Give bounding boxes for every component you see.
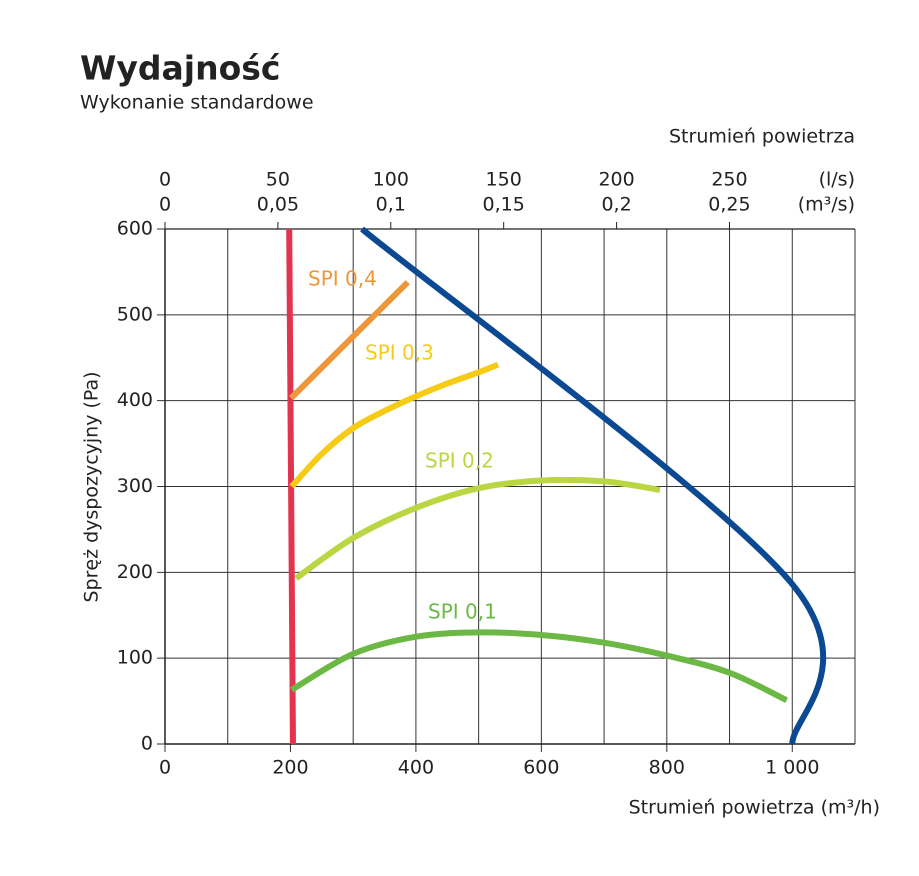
x3-unit: (m³/s) <box>798 194 855 216</box>
x3-tick-label: 0,15 <box>483 194 525 216</box>
series-line <box>288 280 410 401</box>
x-tick-label: 0 <box>159 757 171 779</box>
series-label: SPI 0,3 <box>365 341 434 365</box>
x-tick-label: 1 000 <box>765 757 819 779</box>
x2-axis-label: Strumień powietrza <box>669 126 855 148</box>
series-label: SPI 0,2 <box>425 449 494 473</box>
x2-tick-label: 50 <box>266 169 290 191</box>
x3-tick-label: 0 <box>159 194 171 216</box>
y-tick-label: 200 <box>117 561 153 583</box>
x-tick-label: 600 <box>523 757 559 779</box>
x2-tick-label: 250 <box>711 169 747 191</box>
y-tick-label: 600 <box>117 218 153 240</box>
x3-tick-label: 0,25 <box>708 194 750 216</box>
series-line <box>294 476 661 581</box>
y-axis-label: Spręż dyspozycyjny (Pa) <box>81 371 103 602</box>
series-label: SPI 0,4 <box>308 267 377 291</box>
series-line <box>289 361 500 489</box>
x-axis-label: Strumień powietrza (m³/h) <box>629 797 880 819</box>
x3-tick-label: 0,2 <box>601 194 631 216</box>
x-tick-label: 400 <box>398 757 434 779</box>
y-tick-label: 100 <box>117 647 153 669</box>
series-line <box>360 226 827 745</box>
x2-tick-label: 150 <box>486 169 522 191</box>
x3-tick-label: 0,1 <box>376 194 406 216</box>
x-tick-label: 800 <box>649 757 685 779</box>
series-label: SPI 0,1 <box>428 600 497 624</box>
x-tick-label: 200 <box>272 757 308 779</box>
x2-tick-label: 0 <box>159 169 171 191</box>
series-line <box>290 629 788 703</box>
y-tick-label: 400 <box>117 389 153 411</box>
x2-tick-label: 200 <box>598 169 634 191</box>
x3-tick-label: 0,05 <box>257 194 299 216</box>
y-tick-label: 300 <box>117 475 153 497</box>
series-line <box>286 228 296 745</box>
x2-tick-label: 100 <box>373 169 409 191</box>
y-tick-label: 500 <box>117 303 153 325</box>
chart-title: Wydajność <box>80 49 280 88</box>
x2-unit: (l/s) <box>819 169 855 191</box>
chart-subtitle: Wykonanie standardowe <box>80 92 314 114</box>
y-tick-label: 0 <box>141 733 153 755</box>
